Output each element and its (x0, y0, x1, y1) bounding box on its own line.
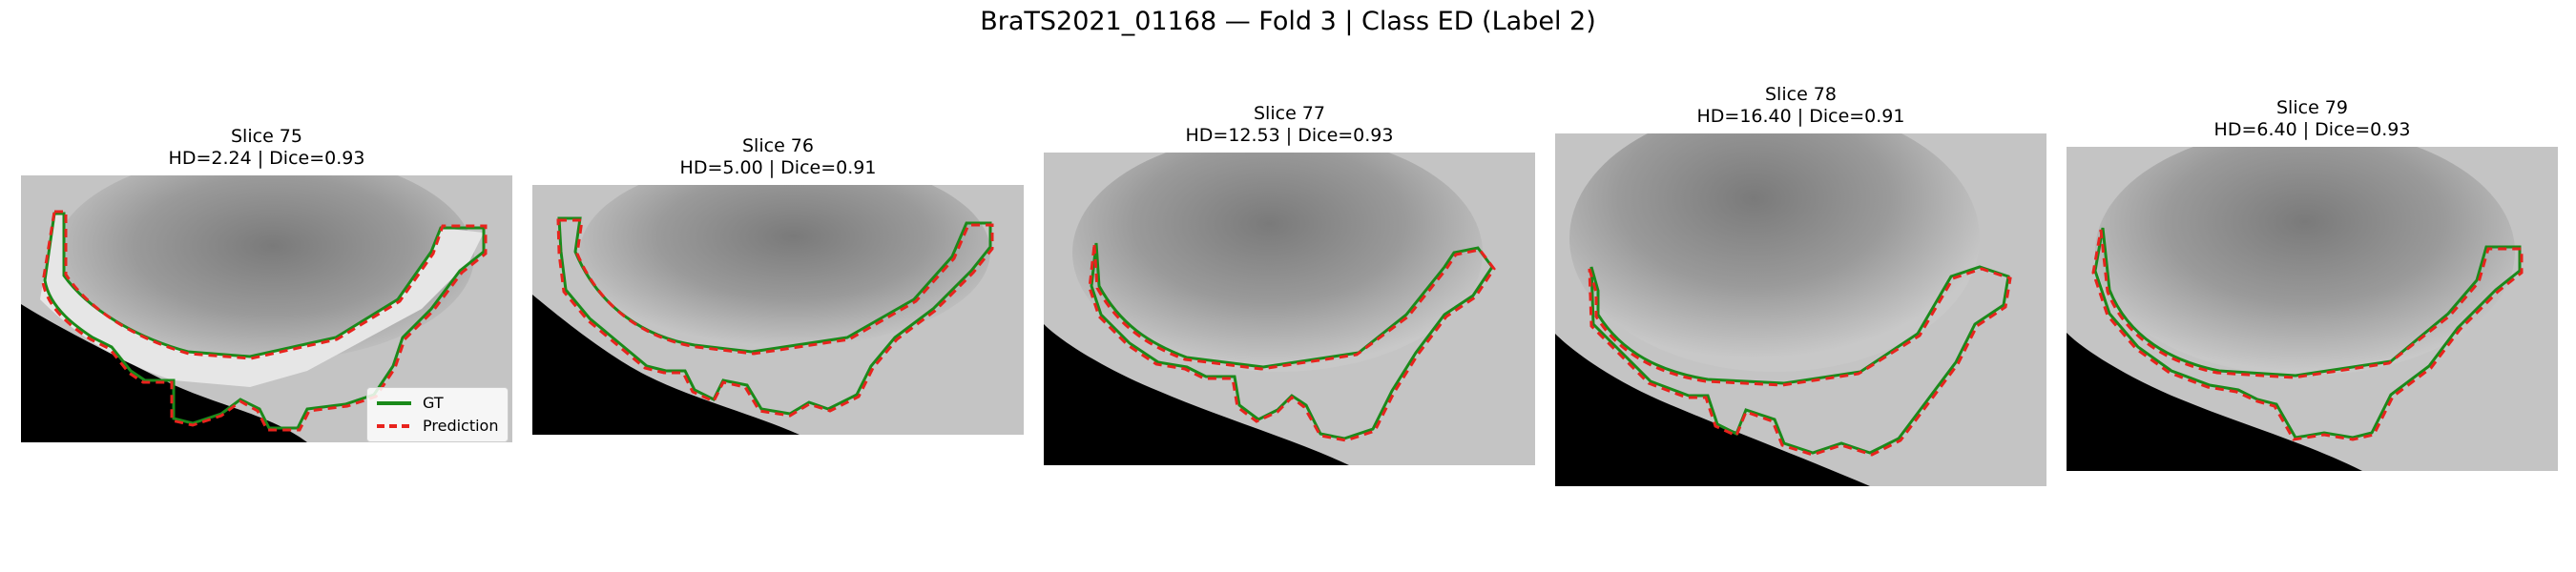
metrics-label: HD=2.24 | Dice=0.93 (168, 148, 365, 169)
legend-gt-label: GT (423, 394, 444, 412)
panel-slice-78: Slice 78 HD=16.40 | Dice=0.91 (1555, 84, 2046, 489)
legend: GT Prediction (366, 387, 509, 442)
slice-label: Slice 77 (1254, 103, 1325, 124)
mri-overlay (1555, 133, 2046, 486)
metrics-label: HD=5.00 | Dice=0.91 (679, 157, 877, 178)
slice-label: Slice 76 (742, 135, 814, 156)
gt-contour (1589, 265, 2010, 455)
panel-title: Slice 76 HD=5.00 | Dice=0.91 (532, 135, 1024, 179)
slice-label: Slice 75 (231, 126, 302, 147)
mri-slice-image (1044, 153, 1535, 465)
prediction-contour (41, 210, 488, 432)
panel-title: Slice 75 HD=2.24 | Dice=0.93 (21, 126, 512, 170)
prediction-contour (1588, 267, 2012, 457)
panel-title: Slice 78 HD=16.40 | Dice=0.91 (1555, 84, 2046, 128)
figure-title: BraTS2021_01168 — Fold 3 | Class ED (Lab… (980, 7, 1596, 36)
panel-slice-77: Slice 77 HD=12.53 | Dice=0.93 (1044, 103, 1535, 470)
panel-title: Slice 79 HD=6.40 | Dice=0.93 (2067, 97, 2558, 141)
mri-slice-image: GT Prediction (21, 175, 512, 442)
mri-overlay (1044, 153, 1535, 465)
mri-slice-image (532, 185, 1024, 435)
slice-label: Slice 79 (2276, 97, 2348, 118)
gt-contour (43, 212, 486, 430)
legend-item-prediction: Prediction (375, 415, 498, 438)
gt-contour (1090, 242, 1494, 440)
metrics-label: HD=16.40 | Dice=0.91 (1696, 106, 1905, 127)
gt-contour (2093, 227, 2522, 439)
slice-label: Slice 78 (1765, 84, 1837, 105)
mri-slice-image (2067, 147, 2558, 471)
mri-overlay (2067, 147, 2558, 471)
mri-overlay (21, 175, 512, 442)
gt-contour (557, 216, 992, 416)
metrics-label: HD=6.40 | Dice=0.93 (2213, 119, 2411, 140)
panel-slice-75: Slice 75 HD=2.24 | Dice=0.93 GT (21, 126, 512, 450)
mri-slice-image (1555, 133, 2046, 486)
prediction-contour (1088, 244, 1496, 442)
mri-overlay (532, 185, 1024, 435)
prediction-line-swatch (377, 424, 411, 428)
panel-slice-76: Slice 76 HD=5.00 | Dice=0.91 (532, 135, 1024, 440)
metrics-label: HD=12.53 | Dice=0.93 (1185, 125, 1394, 146)
panel-title: Slice 77 HD=12.53 | Dice=0.93 (1044, 103, 1535, 147)
legend-prediction-label: Prediction (423, 417, 499, 435)
legend-item-gt: GT (375, 392, 498, 415)
gt-line-swatch (377, 401, 411, 405)
prediction-contour (556, 218, 994, 418)
panel-slice-79: Slice 79 HD=6.40 | Dice=0.93 (2067, 97, 2558, 479)
prediction-contour (2091, 229, 2524, 441)
